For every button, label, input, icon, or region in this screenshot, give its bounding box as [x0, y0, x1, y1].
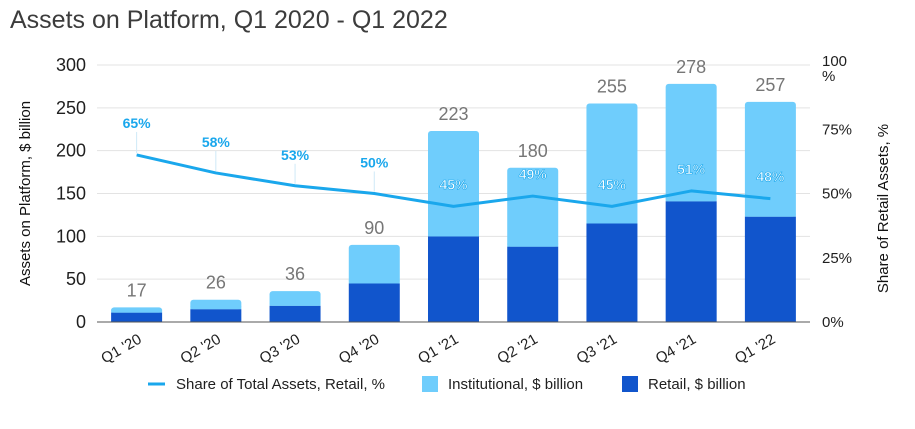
- legend-swatch-institutional: [422, 376, 438, 392]
- bar-institutional: [428, 130, 479, 237]
- total-label: 26: [206, 273, 226, 293]
- bar-retail: [269, 305, 321, 322]
- y-tick-label: 250: [56, 98, 86, 118]
- x-tick-label: Q4 '20: [336, 331, 382, 368]
- legend-label-share: Share of Total Assets, Retail, %: [176, 376, 385, 393]
- y-axis-title: Assets on Platform, $ billion: [17, 101, 34, 286]
- chart-title: Assets on Platform, Q1 2020 - Q1 2022: [10, 6, 448, 34]
- x-tick-label: Q2 '20: [177, 331, 223, 368]
- percent-label: 49%: [519, 166, 548, 182]
- bar-institutional: [190, 306, 242, 310]
- x-tick-label: Q1 '20: [98, 331, 144, 368]
- bar-institutional: [586, 103, 638, 224]
- bar-retail: [348, 283, 400, 322]
- total-label: 223: [438, 104, 468, 124]
- percent-label: 65%: [123, 115, 152, 131]
- bar-institutional: [348, 280, 400, 284]
- percent-label: 50%: [360, 155, 389, 171]
- x-tick-label: Q2 '21: [494, 331, 540, 368]
- bar-institutional: [586, 220, 638, 224]
- y-tick-label: 50: [66, 269, 86, 289]
- y-tick-label: 200: [56, 141, 86, 161]
- y-right-tick-label: 50%: [822, 186, 852, 203]
- x-tick-label: Q1 '22: [732, 331, 778, 368]
- x-tick-label: Q3 '20: [257, 331, 303, 368]
- bar-retail: [744, 216, 796, 322]
- percent-label: 45%: [439, 176, 468, 192]
- bar-retail: [111, 312, 163, 322]
- bar-retail: [190, 309, 242, 322]
- bar-institutional: [348, 244, 400, 284]
- y-right-tick-label: 100%: [822, 53, 847, 85]
- bar-institutional: [269, 302, 321, 306]
- y-right-axis-title: Share of Retail Assets, %: [875, 124, 892, 293]
- bar-retail: [428, 236, 479, 322]
- percent-label: 58%: [202, 134, 231, 150]
- legend-swatch-retail: [622, 376, 638, 392]
- y-tick-label: 0: [76, 312, 86, 332]
- bar-institutional: [428, 233, 479, 237]
- percent-label: 51%: [677, 161, 706, 177]
- total-label: 17: [127, 280, 147, 300]
- bar-institutional: [507, 167, 559, 247]
- x-tick-label: Q4 '21: [653, 331, 699, 368]
- bar-institutional: [665, 198, 717, 202]
- y-tick-label: 300: [56, 55, 86, 75]
- bar-retail: [507, 246, 559, 322]
- y-right-tick-label: 75%: [822, 121, 852, 138]
- bar-retail: [665, 201, 717, 322]
- legend-label-retail: Retail, $ billion: [648, 376, 746, 393]
- y-tick-label: 150: [56, 184, 86, 204]
- bar-institutional: [111, 309, 163, 313]
- bar-institutional: [507, 243, 559, 247]
- total-label: 278: [676, 57, 706, 77]
- total-label: 36: [285, 264, 305, 284]
- legend-label-institutional: Institutional, $ billion: [448, 376, 583, 393]
- total-label: 255: [597, 77, 627, 97]
- y-tick-label: 100: [56, 226, 86, 246]
- y-right-tick-label: 25%: [822, 250, 852, 267]
- total-label: 90: [364, 218, 384, 238]
- bar-institutional: [744, 101, 796, 217]
- total-label: 257: [755, 75, 785, 95]
- percent-label: 53%: [281, 147, 310, 163]
- x-tick-label: Q3 '21: [574, 331, 620, 368]
- share-line: [136, 153, 771, 208]
- bar-retail: [586, 223, 638, 322]
- total-label: 180: [518, 141, 548, 161]
- percent-label: 48%: [756, 169, 785, 185]
- bar-institutional: [665, 83, 717, 202]
- bar-institutional: [269, 291, 321, 306]
- bar-institutional: [744, 213, 796, 217]
- percent-label: 45%: [598, 176, 627, 192]
- y-right-tick-label: 0%: [822, 314, 844, 331]
- x-tick-label: Q1 '21: [415, 331, 461, 368]
